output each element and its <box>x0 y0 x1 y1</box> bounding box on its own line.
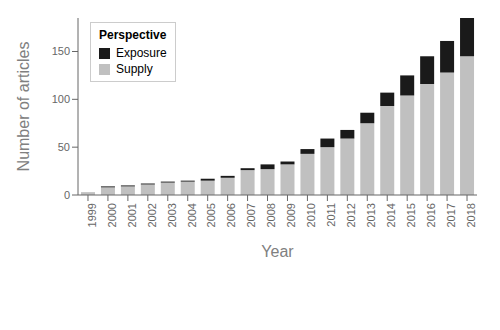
svg-text:2005: 2005 <box>205 203 217 227</box>
html-text:Supply: Supply <box>116 62 153 76</box>
svg-text:2000: 2000 <box>106 203 118 227</box>
svg-text:2010: 2010 <box>305 203 317 227</box>
svg-text:2007: 2007 <box>245 203 257 227</box>
svg-text:2001: 2001 <box>126 203 138 227</box>
svg-text:100: 100 <box>52 93 70 105</box>
svg-text:2016: 2016 <box>425 203 437 227</box>
svg-text:2004: 2004 <box>186 203 198 227</box>
svg-text:0: 0 <box>64 189 70 201</box>
svg-text:2003: 2003 <box>166 203 178 227</box>
svg-text:2011: 2011 <box>325 203 337 227</box>
svg-text:2015: 2015 <box>405 203 417 227</box>
svg-text:1999: 1999 <box>86 203 98 227</box>
svg-text:2002: 2002 <box>146 203 158 227</box>
svg-text:2013: 2013 <box>365 203 377 227</box>
svg-text:2018: 2018 <box>465 203 477 227</box>
svg-text:2017: 2017 <box>445 203 457 227</box>
svg-text:50: 50 <box>58 141 70 153</box>
svg-text:2009: 2009 <box>285 203 297 227</box>
svg-text:2014: 2014 <box>385 203 397 227</box>
svg-text:2012: 2012 <box>345 203 357 227</box>
svg-text:Number of articles: Number of articles <box>15 42 32 172</box>
html-text:Exposure: Exposure <box>116 46 167 60</box>
html-text:Perspective: Perspective <box>99 28 167 42</box>
svg-text:150: 150 <box>52 45 70 57</box>
svg-text:2008: 2008 <box>265 203 277 227</box>
svg-text:Year: Year <box>261 243 294 260</box>
svg-text:2006: 2006 <box>225 203 237 227</box>
